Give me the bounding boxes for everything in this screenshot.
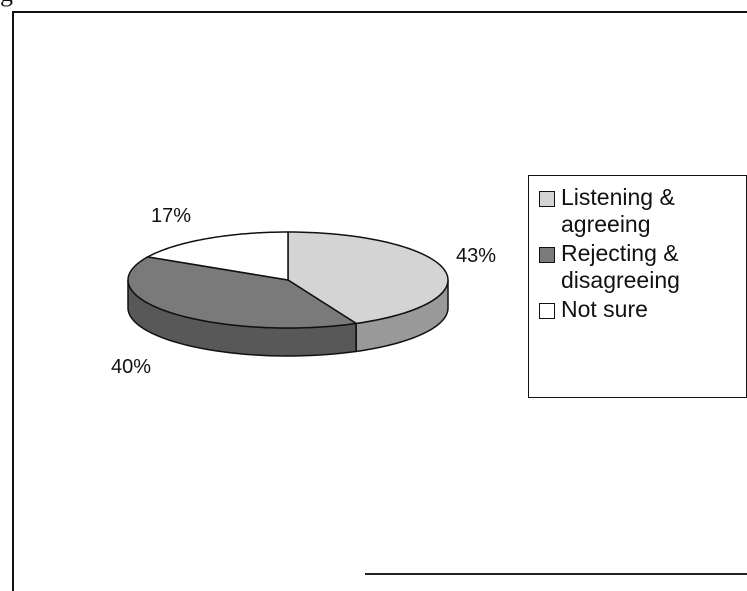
- pie-slice-listening: [287, 231, 449, 325]
- pie-slice-not-sure: [145, 231, 289, 281]
- plot-frame: [12, 11, 747, 591]
- legend-item-not-sure: Not sure: [539, 296, 746, 323]
- legend-text-listening: Listening & agreeing: [561, 184, 675, 238]
- data-label-rejecting: 40%: [111, 356, 151, 378]
- data-label-not-sure: 17%: [151, 205, 191, 227]
- legend-label-line1: Listening &: [561, 184, 675, 210]
- legend-text-rejecting: Rejecting & disagreeing: [561, 240, 680, 294]
- legend-label-line2: disagreeing: [561, 267, 680, 293]
- data-label-listening: 43%: [456, 245, 496, 267]
- pie-slice-rejecting: [127, 256, 359, 329]
- pie-3d: [127, 231, 449, 357]
- legend-label-not-sure: Not sure: [561, 296, 648, 322]
- pie-chart: 43% 40% 17%: [111, 205, 496, 378]
- legend-label-line1: Rejecting &: [561, 240, 679, 266]
- legend-label-line2: agreeing: [561, 211, 651, 237]
- legend-swatch-not-sure: [539, 303, 555, 319]
- legend-item-rejecting: Rejecting & disagreeing: [539, 240, 746, 294]
- legend: Listening & agreeing Rejecting & disagre…: [528, 175, 747, 398]
- header-fragment: g: [0, 0, 120, 8]
- legend-swatch-rejecting: [539, 247, 555, 263]
- legend-swatch-listening: [539, 191, 555, 207]
- legend-item-listening: Listening & agreeing: [539, 184, 746, 238]
- bottom-rule: [365, 573, 747, 575]
